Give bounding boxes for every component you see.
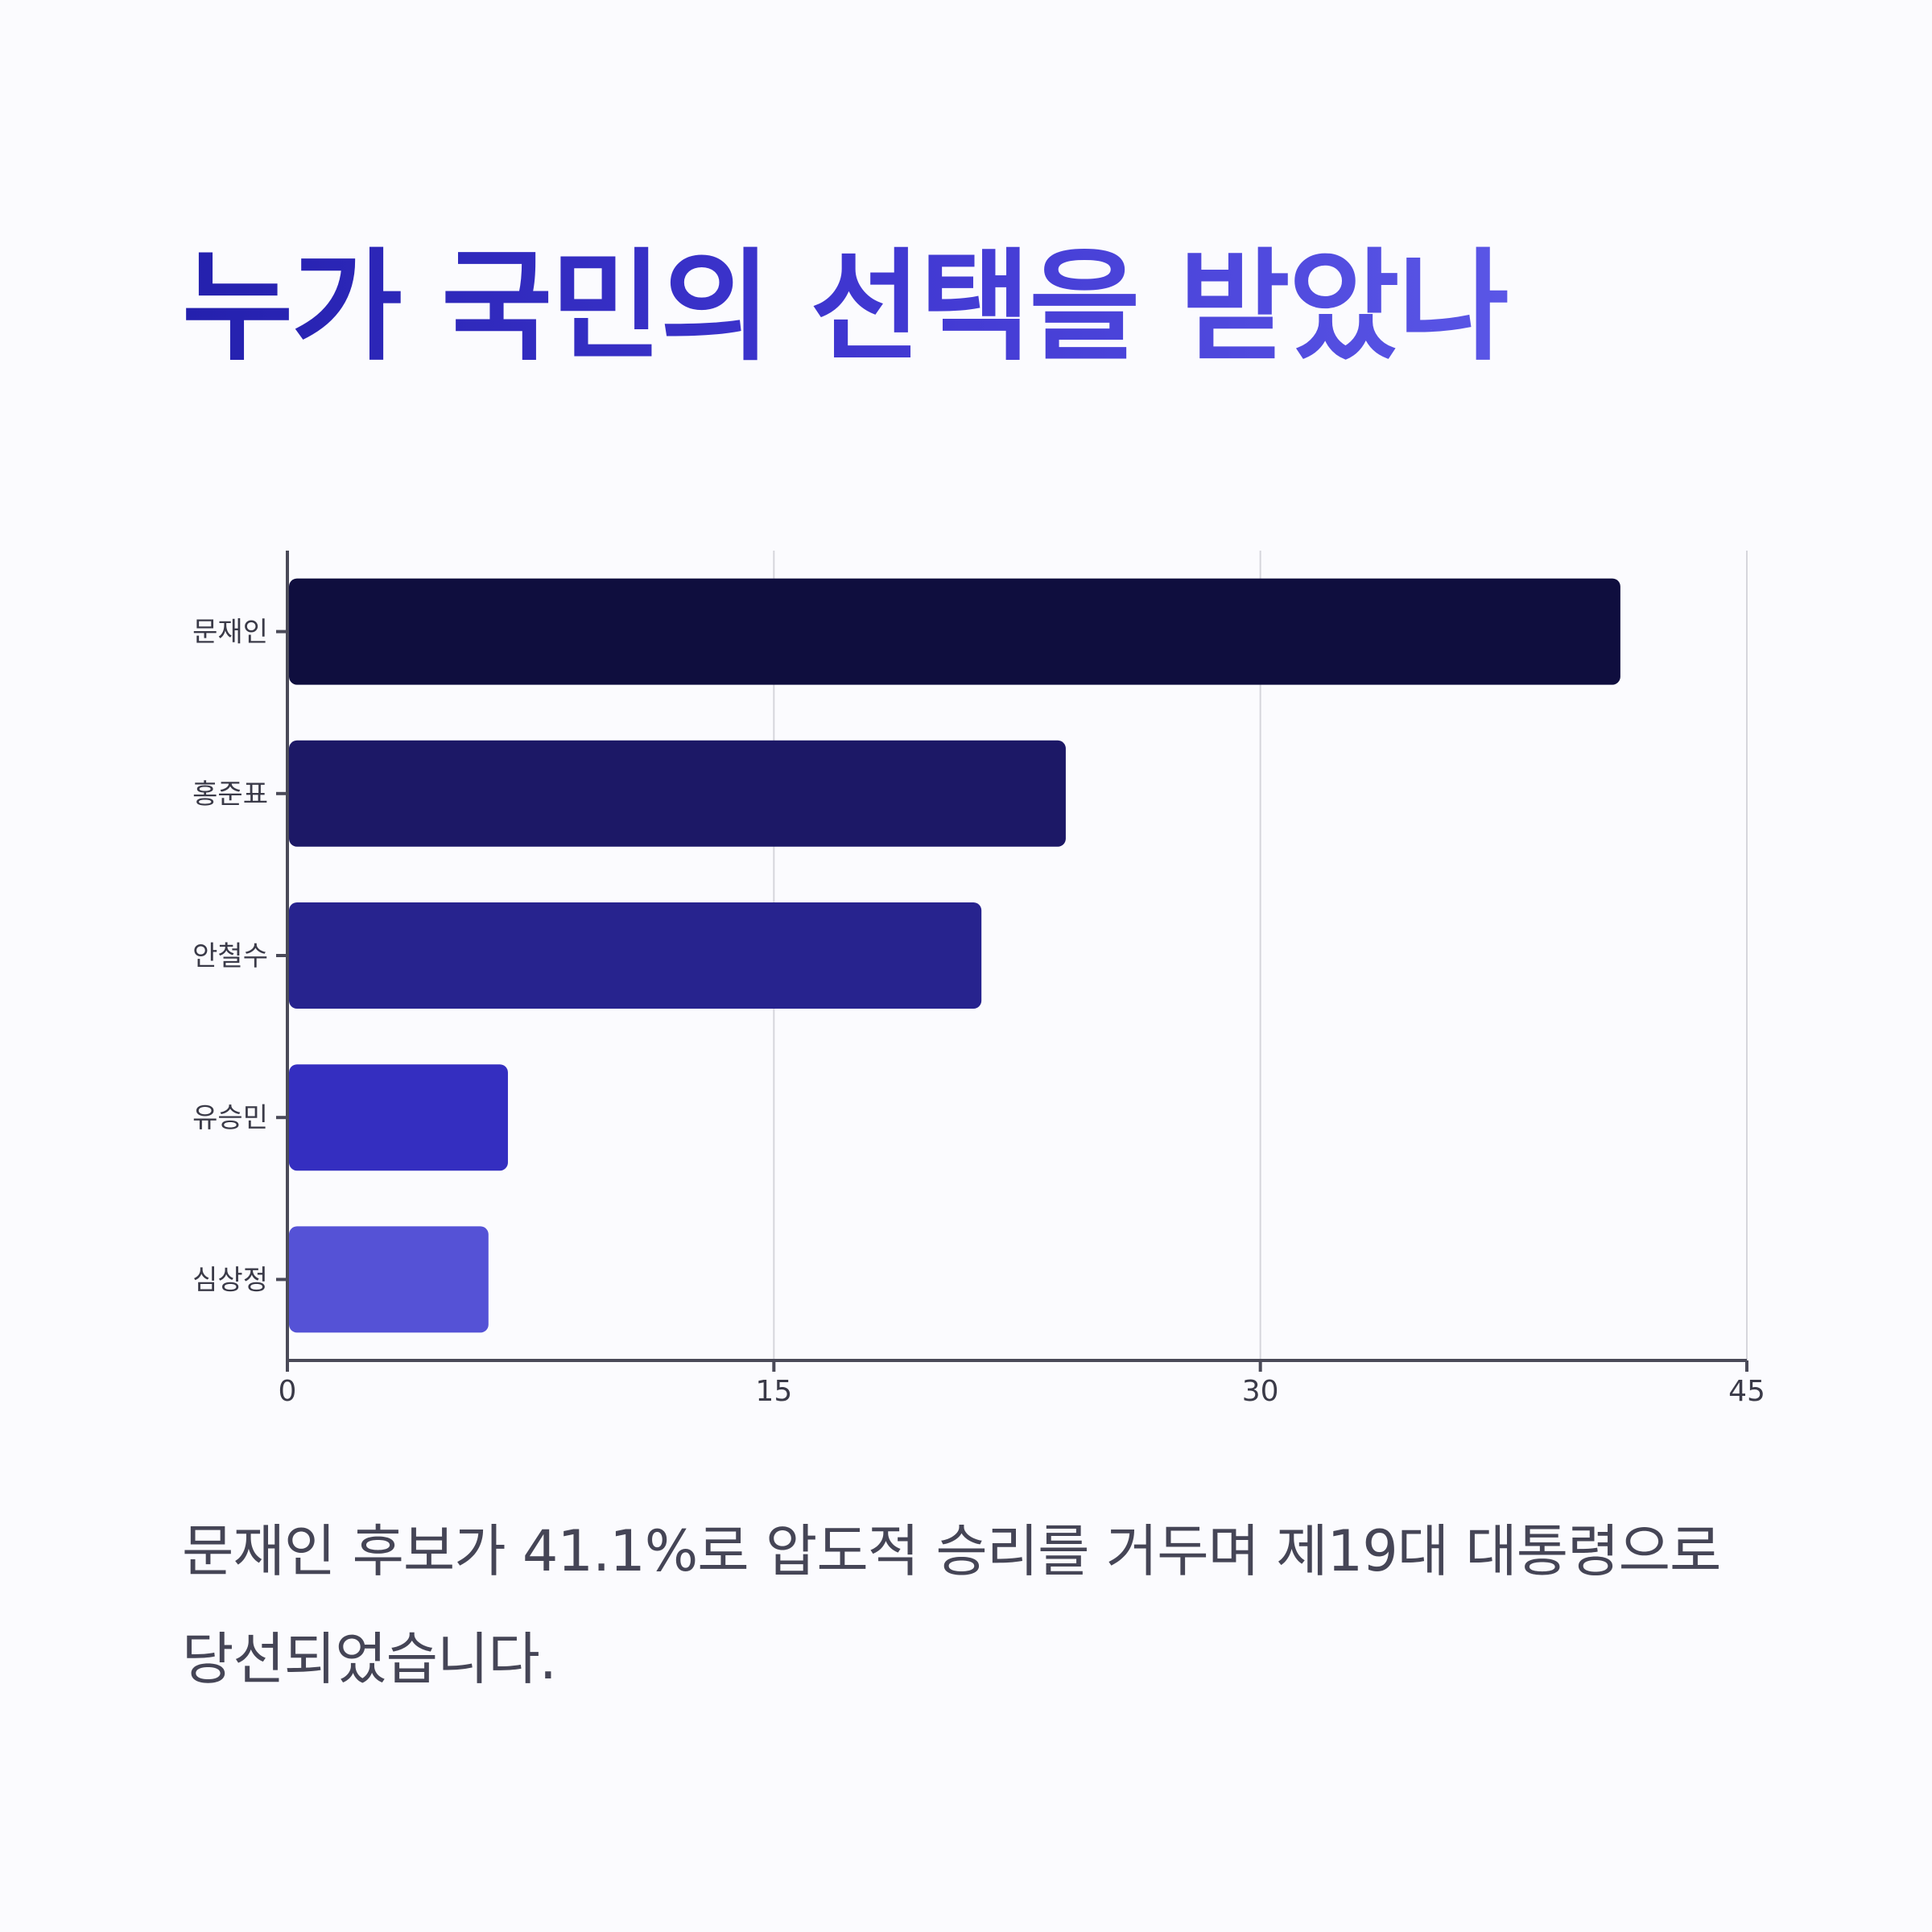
chart-caption: 문재인 후보가 41.1%로 압도적 승리를 거두며 제19대 대통령으로 당선… bbox=[182, 1518, 1721, 1692]
bar-0 bbox=[289, 578, 1620, 685]
x-tick-label-3: 45 bbox=[1728, 1375, 1765, 1408]
bars bbox=[289, 578, 1620, 1333]
bar-1 bbox=[289, 740, 1066, 847]
y-tick-label-2: 안철수 bbox=[192, 940, 268, 972]
x-tick-label-2: 30 bbox=[1242, 1375, 1279, 1408]
x-tick-label-1: 15 bbox=[755, 1375, 792, 1408]
bar-2 bbox=[289, 902, 982, 1009]
y-tick-label-1: 홍준표 bbox=[192, 778, 268, 811]
x-tick-label-0: 0 bbox=[279, 1375, 297, 1408]
y-tick-label-4: 심상정 bbox=[192, 1264, 268, 1296]
y-tick-label-0: 문재인 bbox=[192, 617, 268, 649]
axes bbox=[276, 551, 1748, 1372]
page-title: 누가 국민의 선택을 받았나 bbox=[182, 237, 1509, 378]
bar-4 bbox=[289, 1226, 489, 1333]
y-tick-label-3: 유승민 bbox=[192, 1102, 268, 1134]
bar-3 bbox=[289, 1064, 508, 1171]
